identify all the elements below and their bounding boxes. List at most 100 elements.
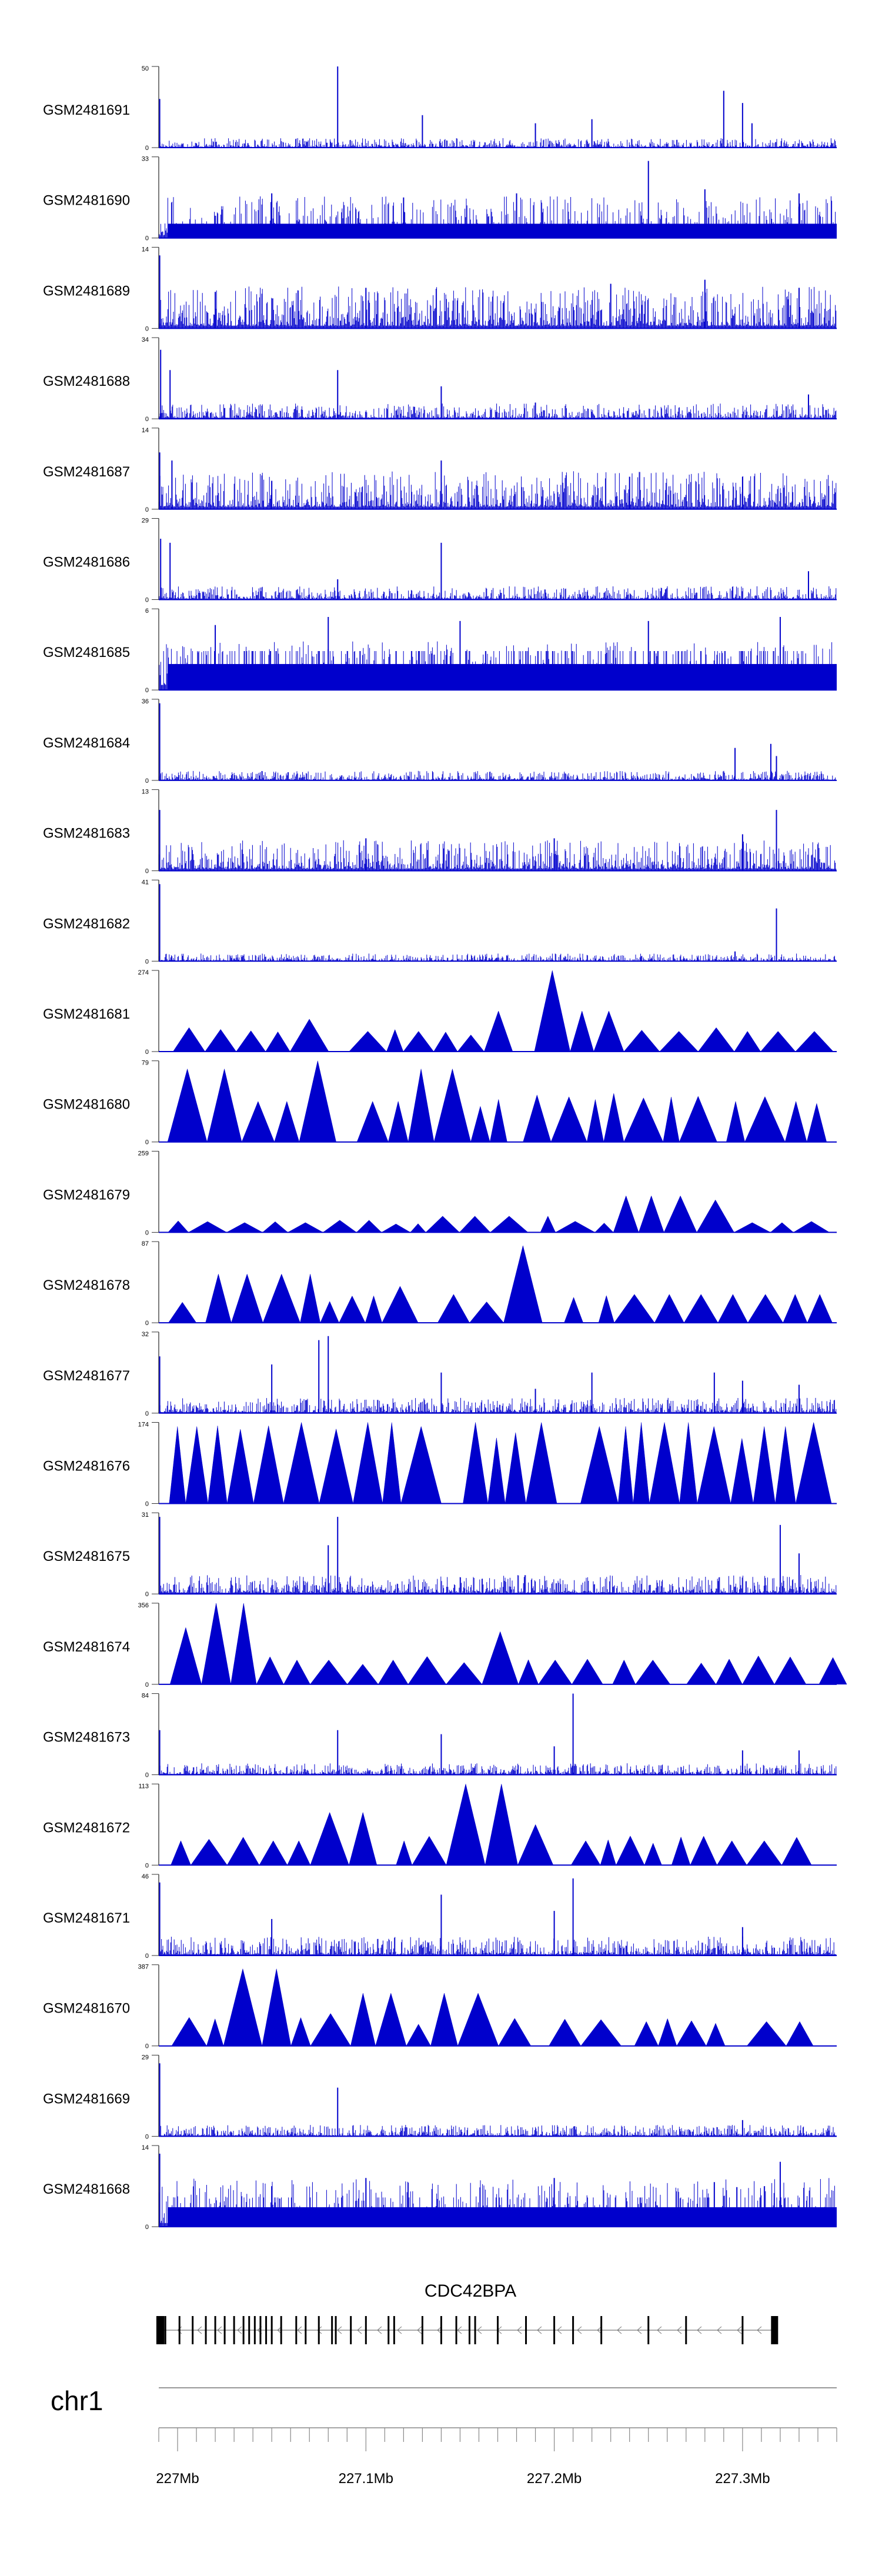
- strand-arrow: [477, 2326, 482, 2334]
- y-min-label: 0: [145, 235, 149, 242]
- y-max-label: 50: [142, 65, 149, 72]
- track-label: GSM2481671: [43, 1910, 130, 1926]
- y-min-label: 0: [145, 1862, 149, 1869]
- y-max-label: 14: [142, 2144, 149, 2151]
- y-min-label: 0: [145, 325, 149, 332]
- exon: [178, 2316, 181, 2344]
- y-max-label: 34: [142, 336, 149, 343]
- strand-arrow: [297, 2326, 302, 2334]
- track-gsm2481677: GSM2481677 32 0: [43, 1331, 837, 1417]
- coverage-signal: [159, 1575, 837, 1594]
- y-min-label: 0: [145, 1591, 149, 1598]
- exon: [335, 2316, 337, 2344]
- track-gsm2481673: GSM2481673 84 0: [43, 1693, 837, 1779]
- y-min-label: 0: [145, 1410, 149, 1417]
- y-min-label: 0: [145, 1772, 149, 1779]
- track-label: GSM2481676: [43, 1459, 130, 1474]
- strand-arrow: [197, 2326, 202, 2334]
- exon: [497, 2316, 499, 2344]
- y-max-label: 31: [142, 1511, 149, 1519]
- strand-arrow: [557, 2326, 562, 2334]
- strand-arrow: [397, 2326, 402, 2334]
- exon: [741, 2316, 744, 2344]
- track-label: GSM2481690: [43, 193, 130, 209]
- coverage-triangles: [172, 970, 834, 1052]
- y-max-label: 29: [142, 518, 149, 525]
- track-label: GSM2481672: [43, 1820, 130, 1836]
- y-max-label: 274: [138, 969, 149, 976]
- axis-tick-label: 227.3Mb: [715, 2471, 770, 2487]
- exon: [525, 2316, 527, 2344]
- track-gsm2481672: GSM2481672 113 0: [43, 1783, 837, 1869]
- y-min-label: 0: [145, 2043, 149, 2050]
- coverage-signal: [159, 586, 837, 600]
- track-gsm2481671: GSM2481671 46 0: [43, 1873, 837, 1960]
- strand-arrow: [717, 2326, 722, 2334]
- track-gsm2481686: GSM2481686 29 0: [43, 518, 837, 604]
- exon: [387, 2316, 390, 2344]
- y-min-label: 0: [145, 416, 149, 423]
- exon: [572, 2316, 574, 2344]
- strand-arrow: [737, 2326, 742, 2334]
- track-label: GSM2481668: [43, 2181, 130, 2197]
- exon: [248, 2316, 250, 2344]
- track-label: GSM2481680: [43, 1097, 130, 1113]
- y-max-label: 13: [142, 789, 149, 796]
- track-label: GSM2481669: [43, 2091, 130, 2107]
- strand-arrow: [377, 2326, 382, 2334]
- exon: [468, 2316, 470, 2344]
- track-label: GSM2481675: [43, 1549, 130, 1564]
- track-label: GSM2481673: [43, 1730, 130, 1746]
- strand-arrow: [337, 2326, 342, 2334]
- exon: [318, 2316, 320, 2344]
- y-max-label: 79: [142, 1060, 149, 1067]
- strand-arrow: [677, 2326, 682, 2334]
- genome-axis: 227Mb 227.1Mb 227.2Mb 227.3Mb: [156, 2427, 837, 2487]
- y-max-label: 84: [142, 1693, 149, 1700]
- axis-tick-label: 227.1Mb: [339, 2471, 393, 2487]
- strand-arrow: [237, 2326, 242, 2334]
- track-gsm2481689: GSM2481689 14 0: [43, 246, 837, 332]
- exon: [205, 2316, 207, 2344]
- coverage-signal: [159, 196, 837, 238]
- coverage-signal: [159, 1763, 837, 1775]
- track-gsm2481683: GSM2481683 13 0: [43, 789, 837, 875]
- exon: [647, 2316, 650, 2344]
- track-label: GSM2481691: [43, 102, 130, 118]
- coverage-signal: [159, 1397, 837, 1413]
- track-label: GSM2481677: [43, 1368, 130, 1384]
- y-min-label: 0: [145, 778, 149, 785]
- exon: [331, 2316, 333, 2344]
- exon: [295, 2316, 298, 2344]
- strand-arrow: [757, 2326, 762, 2334]
- exon: [223, 2316, 226, 2344]
- y-min-label: 0: [145, 145, 149, 152]
- track-gsm2481678: GSM2481678 87 0: [43, 1240, 837, 1327]
- coverage-triangles: [169, 1603, 847, 1685]
- y-max-label: 87: [142, 1240, 149, 1247]
- y-min-label: 0: [145, 1320, 149, 1327]
- y-max-label: 6: [145, 608, 149, 615]
- y-max-label: 14: [142, 427, 149, 434]
- coverage-signal: [159, 286, 837, 329]
- y-max-label: 46: [142, 1873, 149, 1880]
- exon: [214, 2316, 216, 2344]
- exon: [771, 2316, 779, 2344]
- track-gsm2481684: GSM2481684 36 0: [43, 698, 837, 785]
- track-label: GSM2481681: [43, 1006, 130, 1022]
- strand-arrow: [657, 2326, 662, 2334]
- coverage-signal: [159, 471, 837, 509]
- axis-tick-label: 227.2Mb: [527, 2471, 582, 2487]
- exon: [233, 2316, 235, 2344]
- track-gsm2481676: GSM2481676 174 0: [43, 1422, 837, 1508]
- track-gsm2481690: GSM2481690 33 0: [43, 156, 837, 242]
- exon: [553, 2316, 556, 2344]
- track-label: GSM2481689: [43, 283, 130, 299]
- y-max-label: 14: [142, 246, 149, 253]
- coverage-tracks: GSM2481691500GSM2481690330GSM2481689140G…: [43, 65, 847, 2231]
- y-max-label: 41: [142, 879, 149, 886]
- track-label: GSM2481685: [43, 645, 130, 660]
- y-max-label: 29: [142, 2054, 149, 2061]
- strand-arrow: [417, 2326, 422, 2334]
